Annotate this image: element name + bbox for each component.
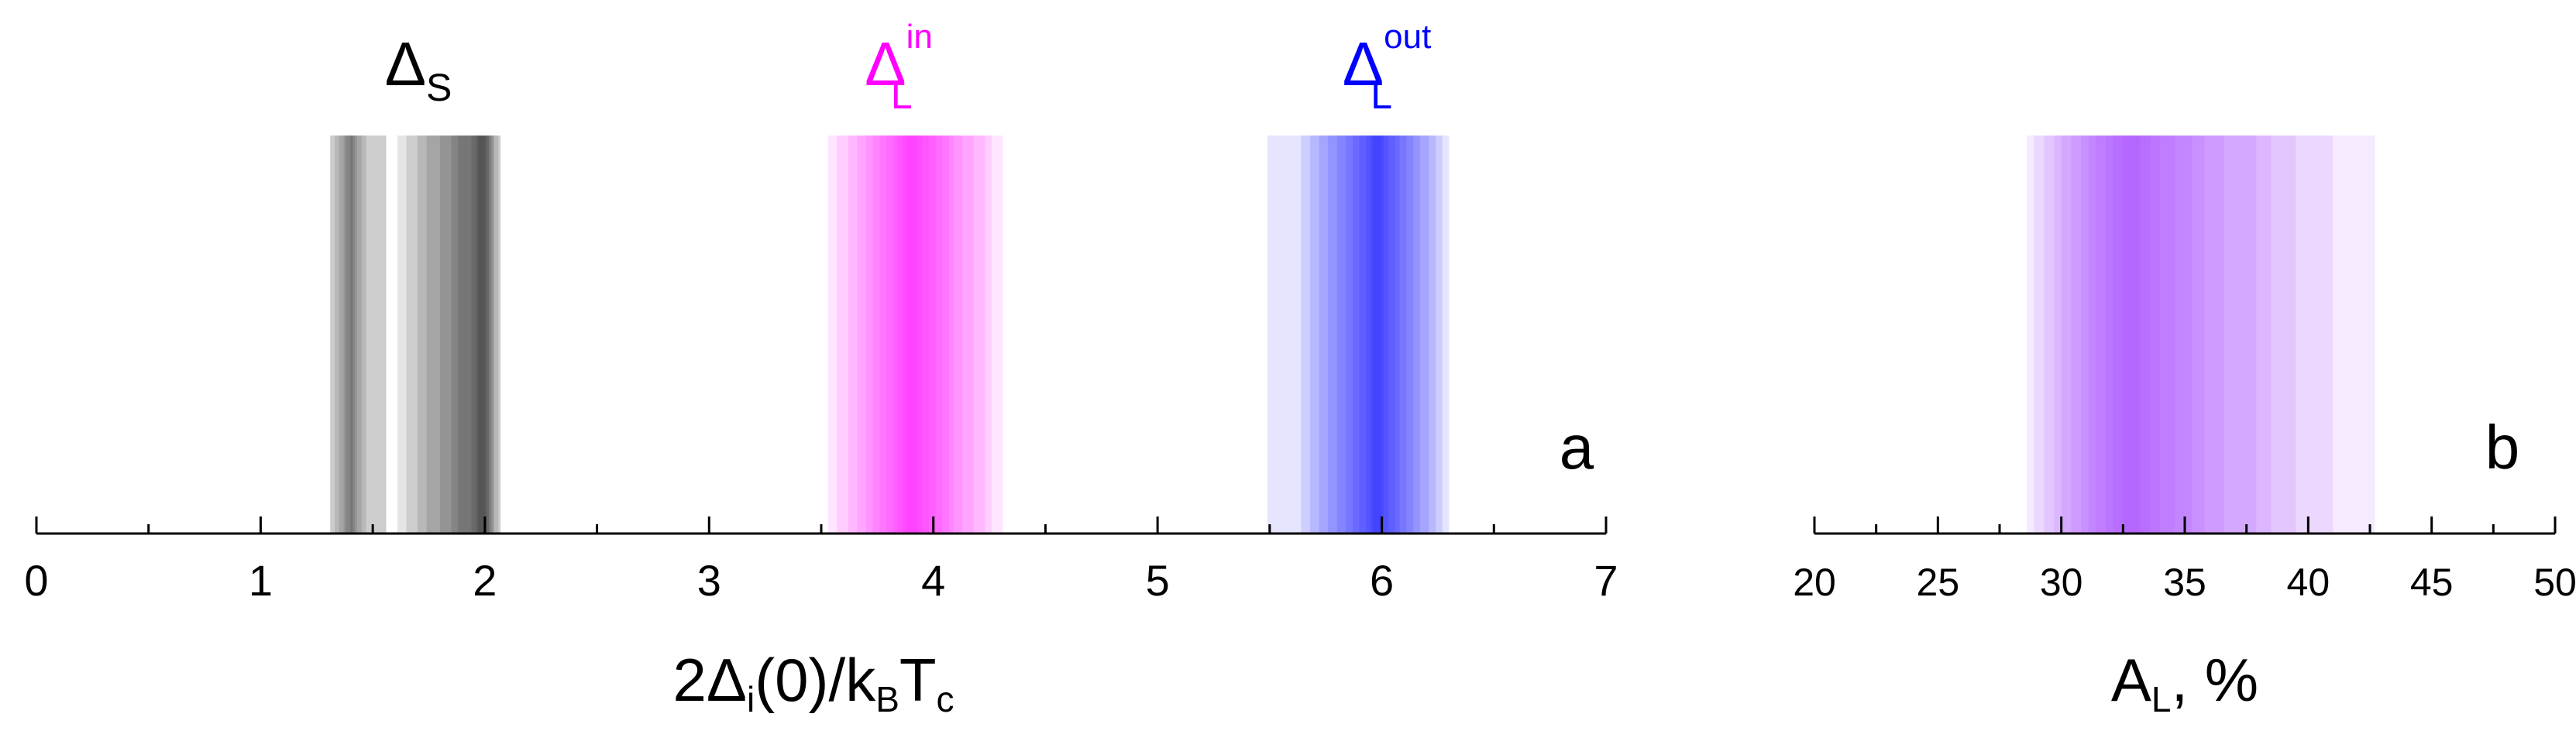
bar-ΔL-in-6	[879, 136, 949, 534]
bar-ΔL-out-6	[1346, 136, 1407, 534]
series-label-ΔL-in: Δin L	[865, 18, 933, 117]
x-axis-label-main: A	[2111, 646, 2151, 714]
bar-ΔS-11	[439, 136, 494, 534]
bar-ΔL-out-11	[1372, 136, 1382, 534]
x-axis-label-mid: (0)/k	[755, 646, 876, 714]
bar-ΔL-in-11	[906, 136, 918, 534]
tick-label: 40	[2287, 561, 2330, 604]
bar-AL-4	[2061, 136, 2257, 534]
bar-ΔL-in-2	[848, 136, 985, 534]
bar-ΔS-4	[346, 136, 353, 534]
series-label-sup: out	[1384, 18, 1431, 56]
series-label-sub: S	[426, 66, 452, 109]
tick-label: 4	[921, 556, 945, 605]
bar-ΔS-3	[343, 136, 355, 534]
bar-ΔL-in-7	[886, 136, 943, 534]
bar-ΔS-0	[330, 136, 366, 534]
bar-ΔS-10	[426, 136, 494, 534]
panel-b-bars: 20 25 30 35 40 45 50 b AL, %	[1793, 136, 2576, 719]
bar-AL-5	[2071, 136, 2224, 534]
bar-ΔL-out-4	[1328, 136, 1420, 534]
series-label-ΔL-out: Δout L	[1343, 18, 1432, 117]
series-label-main: Δ	[385, 29, 426, 98]
bar-ΔL-in-0	[827, 136, 1003, 534]
bar-AL-8	[2096, 136, 2175, 534]
series-label-sub: L	[1371, 74, 1392, 117]
tick-label: 5	[1146, 556, 1170, 605]
tick-label: 7	[1594, 556, 1618, 605]
bar-ΔS-6	[350, 136, 387, 534]
panel-label: b	[2485, 413, 2520, 482]
tick-label: 0	[24, 556, 48, 605]
x-axis-label-sub: L	[2151, 679, 2172, 719]
series-label-main: Δ	[865, 29, 906, 98]
bar-ΔL-in-1	[837, 136, 992, 534]
tick-label: 6	[1370, 556, 1394, 605]
bar-AL-3	[2054, 136, 2272, 534]
bar-ΔL-out-2	[1309, 136, 1436, 534]
x-axis-label-after: , %	[2171, 646, 2258, 714]
bar-AL-2	[2044, 136, 2296, 534]
bar-ΔL-in-9	[897, 136, 929, 534]
bar-ΔL-in-4	[865, 136, 963, 534]
bar-ΔS-1	[334, 136, 362, 534]
tick-label: 25	[1917, 561, 1960, 604]
panel-label: a	[1560, 413, 1594, 482]
x-axis-label-sub: B	[875, 679, 899, 719]
tick-label: 1	[249, 556, 273, 605]
tick-label: 30	[2040, 561, 2083, 604]
series-label-main: Δ	[1343, 29, 1384, 98]
tick-label: 50	[2533, 561, 2576, 604]
series-label-ΔS: ΔS	[385, 29, 452, 109]
bar-ΔL-out-5	[1336, 136, 1414, 534]
bar-ΔL-in-10	[902, 136, 923, 534]
tick-label: 35	[2163, 561, 2206, 604]
bar-ΔS-2	[339, 136, 357, 534]
bar-ΔS-8	[406, 136, 501, 534]
tick-label: 20	[1793, 561, 1836, 604]
bar-AL-6	[2081, 136, 2205, 534]
series-label-sup: in	[906, 18, 933, 56]
tick-label: 3	[697, 556, 721, 605]
bar-ΔL-in-5	[872, 136, 954, 534]
bar-ΔS-15	[476, 136, 487, 534]
bar-AL-9	[2106, 136, 2161, 534]
series-label-sub: L	[891, 74, 913, 117]
bar-ΔL-out-10	[1371, 136, 1384, 534]
bar-ΔS-5	[330, 136, 387, 534]
bar-ΔL-out-7	[1352, 136, 1400, 534]
bar-ΔL-out-0	[1267, 136, 1450, 534]
bar-ΔL-in-3	[857, 136, 974, 534]
bar-AL-0	[2027, 136, 2375, 534]
bar-ΔS-16	[478, 136, 485, 534]
bar-AL-11	[2123, 136, 2141, 534]
bar-ΔS-12	[451, 136, 492, 534]
x-axis-label-sub: i	[747, 679, 755, 719]
bar-ΔS-9	[418, 136, 499, 534]
x-axis-label: 2Δi(0)/kBTc	[672, 646, 954, 719]
bar-ΔS-14	[471, 136, 490, 534]
bar-AL-7	[2088, 136, 2193, 534]
bar-ΔL-out-9	[1366, 136, 1389, 534]
bar-ΔL-out-3	[1319, 136, 1429, 534]
bar-ΔL-in-8	[892, 136, 936, 534]
bar-ΔS-13	[458, 136, 490, 534]
bar-ΔL-out-8	[1359, 136, 1395, 534]
bar-AL-1	[2034, 136, 2334, 534]
tick-label: 2	[473, 556, 497, 605]
x-axis-label: AL, %	[2111, 646, 2258, 719]
tick-label: 45	[2410, 561, 2454, 604]
bar-ΔS-7	[397, 136, 501, 534]
x-axis-label-main: 2Δ	[672, 646, 746, 714]
bar-AL-10	[2113, 136, 2151, 534]
x-axis-label-sub: c	[937, 679, 954, 719]
x-axis-label-mid: T	[899, 646, 937, 714]
bar-ΔL-out-1	[1301, 136, 1443, 534]
